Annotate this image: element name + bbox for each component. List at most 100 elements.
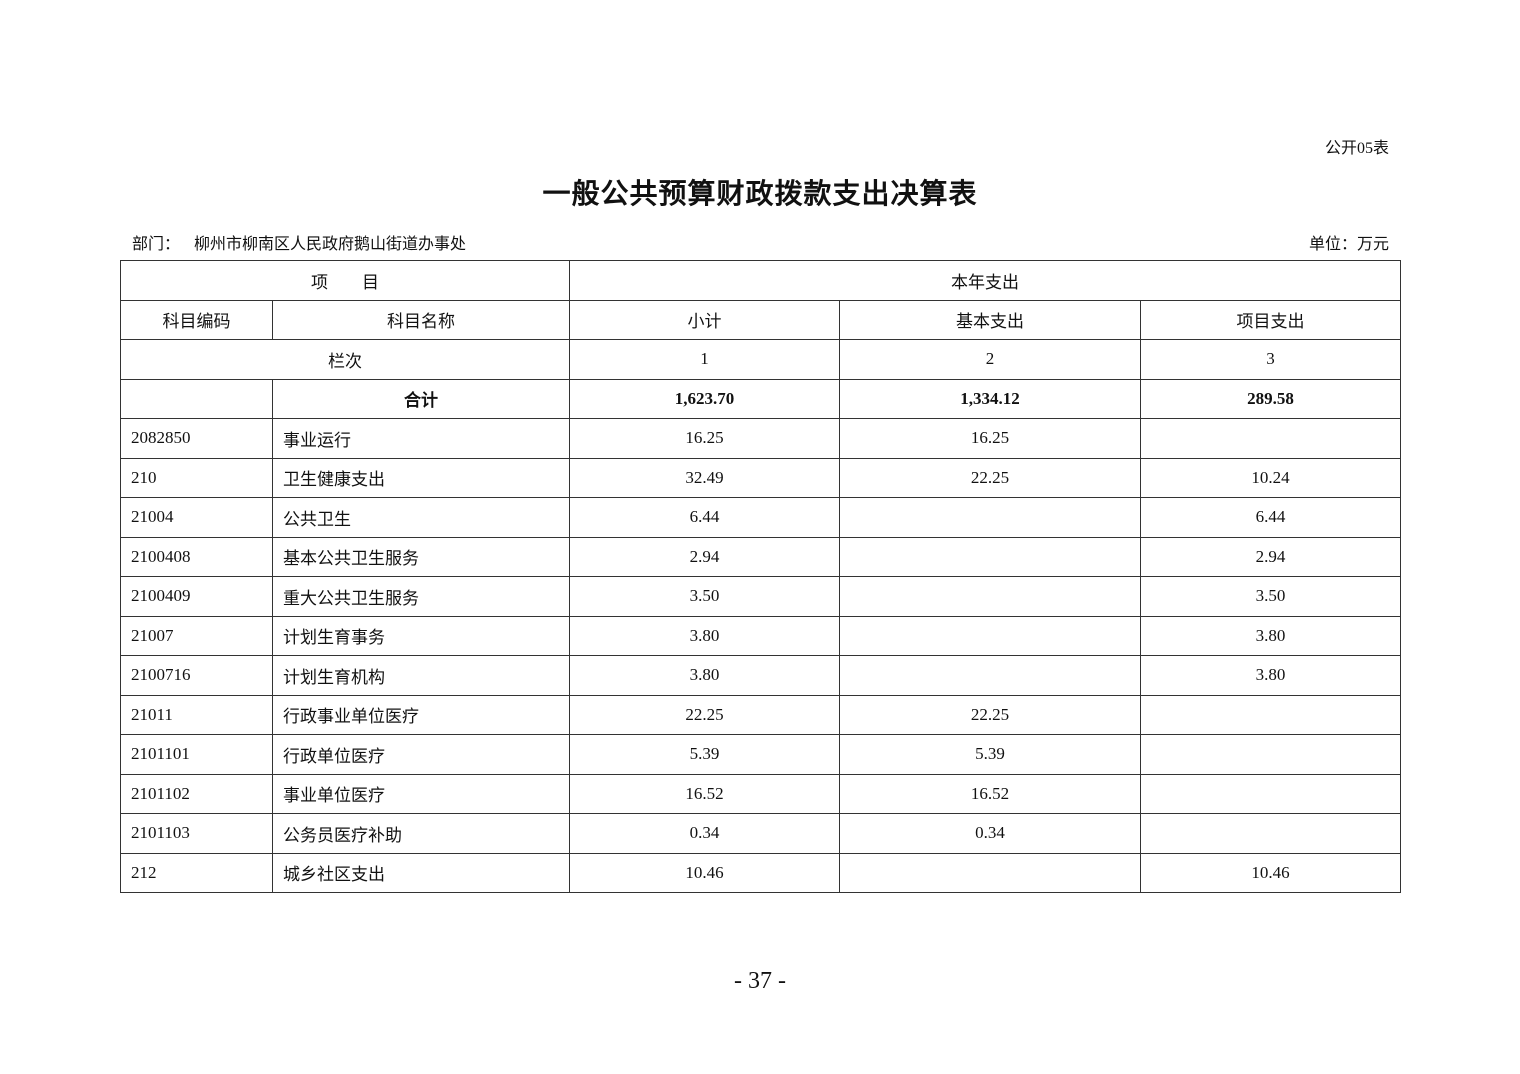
table-row: 21011 行政事业单位医疗 22.25 22.25 [120,694,1402,735]
total-basic: 1,334.12 [839,378,1141,419]
cell-subtotal: 2.94 [569,536,840,577]
cell-project: 10.24 [1139,457,1402,498]
table-row: 2100408 基本公共卫生服务 2.94 2.94 [120,536,1402,577]
header-current-year: 本年支出 [568,260,1402,301]
cell-project: 3.80 [1139,615,1402,656]
header-row-2: 科目编码 科目名称 小计 基本支出 项目支出 [120,299,1402,340]
cell-name: 行政事业单位医疗 [272,694,570,735]
unit-label: 单位：万元 [1308,236,1389,253]
cell-code: 2101103 [120,813,273,854]
cell-code: 210 [120,457,273,498]
cell-name: 卫生健康支出 [272,457,570,498]
cell-project: 2.94 [1139,536,1402,577]
document-title: 一般公共预算财政拨款支出决算表 [542,179,978,210]
cell-basic: 22.25 [839,694,1141,735]
table-row: 2101102 事业单位医疗 16.52 16.52 [120,773,1402,814]
header-row-1: 项 目 本年支出 [120,260,1402,301]
header-project: 项目支出 [1139,299,1402,340]
cell-name: 事业单位医疗 [272,773,570,814]
cell-code: 2082850 [120,418,273,459]
table-row: 210 卫生健康支出 32.49 22.25 10.24 [120,457,1402,498]
cell-basic [839,497,1141,538]
cell-subtotal: 5.39 [569,734,840,775]
cell-basic [839,536,1141,577]
cell-code: 2100409 [120,576,273,617]
cell-subtotal: 10.46 [569,852,840,893]
cell-basic: 22.25 [839,457,1141,498]
cell-code: 21007 [120,615,273,656]
header-code: 科目编码 [120,299,273,340]
cell-project [1139,418,1402,459]
department-name: 柳州市柳南区人民政府鹅山街道办事处 [194,236,467,253]
col-3: 3 [1139,339,1402,380]
expenditure-table: 项 目 本年支出 科目编码 科目名称 小计 基本支出 项目支出 栏次 1 2 3… [120,260,1402,893]
cell-basic: 16.25 [839,418,1141,459]
cell-subtotal: 3.80 [569,655,840,696]
cell-name: 事业运行 [272,418,570,459]
cell-name: 基本公共卫生服务 [272,536,570,577]
total-row: 合计 1,623.70 1,334.12 289.58 [120,378,1402,419]
cell-subtotal: 16.52 [569,773,840,814]
form-number: 公开05表 [1324,140,1389,157]
cell-code: 21004 [120,497,273,538]
cell-basic [839,615,1141,656]
cell-subtotal: 0.34 [569,813,840,854]
cell-subtotal: 32.49 [569,457,840,498]
col-1: 1 [569,339,840,380]
cell-project [1139,773,1402,814]
col-2: 2 [839,339,1141,380]
header-basic: 基本支出 [839,299,1141,340]
header-subtotal: 小计 [569,299,840,340]
column-seq-label: 栏次 [120,339,570,380]
cell-project [1139,813,1402,854]
cell-subtotal: 6.44 [569,497,840,538]
cell-code: 2101102 [120,773,273,814]
page-number: - 37 - [734,968,786,994]
table-row: 2101103 公务员医疗补助 0.34 0.34 [120,813,1402,854]
cell-subtotal: 16.25 [569,418,840,459]
cell-basic [839,852,1141,893]
table-row: 212 城乡社区支出 10.46 10.46 [120,852,1402,893]
table-row: 2100716 计划生育机构 3.80 3.80 [120,655,1402,696]
cell-basic: 5.39 [839,734,1141,775]
cell-project [1139,734,1402,775]
cell-subtotal: 22.25 [569,694,840,735]
department-line: 部门： 柳州市柳南区人民政府鹅山街道办事处 [132,230,466,254]
cell-name: 城乡社区支出 [272,852,570,893]
cell-name: 公务员医疗补助 [272,813,570,854]
table-row: 21004 公共卫生 6.44 6.44 [120,497,1402,538]
cell-code: 2101101 [120,734,273,775]
total-subtotal: 1,623.70 [569,378,840,419]
cell-project: 3.50 [1139,576,1402,617]
table-row: 21007 计划生育事务 3.80 3.80 [120,615,1402,656]
header-item: 项 目 [120,260,570,301]
cell-name: 重大公共卫生服务 [272,576,570,617]
cell-name: 计划生育机构 [272,655,570,696]
total-label: 合计 [272,378,570,419]
column-seq-row: 栏次 1 2 3 [120,339,1402,380]
header-name: 科目名称 [272,299,570,340]
department-label: 部门： [132,236,181,253]
cell-basic [839,655,1141,696]
cell-name: 计划生育事务 [272,615,570,656]
cell-basic: 16.52 [839,773,1141,814]
cell-subtotal: 3.50 [569,576,840,617]
table-row: 2100409 重大公共卫生服务 3.50 3.50 [120,576,1402,617]
total-code [120,378,273,419]
cell-code: 21011 [120,694,273,735]
cell-project: 3.80 [1139,655,1402,696]
table-row: 2082850 事业运行 16.25 16.25 [120,418,1402,459]
cell-name: 行政单位医疗 [272,734,570,775]
cell-basic: 0.34 [839,813,1141,854]
cell-project: 6.44 [1139,497,1402,538]
cell-code: 212 [120,852,273,893]
cell-project: 10.46 [1139,852,1402,893]
cell-code: 2100408 [120,536,273,577]
cell-code: 2100716 [120,655,273,696]
cell-name: 公共卫生 [272,497,570,538]
cell-basic [839,576,1141,617]
cell-project [1139,694,1402,735]
total-project: 289.58 [1139,378,1402,419]
cell-subtotal: 3.80 [569,615,840,656]
table-row: 2101101 行政单位医疗 5.39 5.39 [120,734,1402,775]
